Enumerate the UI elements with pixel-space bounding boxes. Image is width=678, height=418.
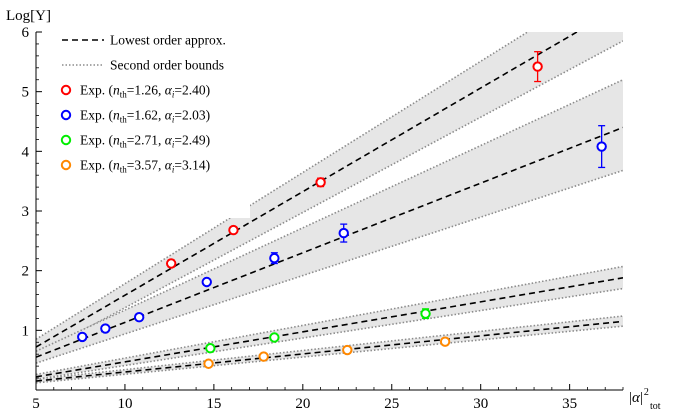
legend-entry-3: Exp. (nth=1.62, αi=2.03) bbox=[80, 108, 210, 125]
legend-marker-4 bbox=[60, 134, 72, 146]
band-fill-0 bbox=[36, 32, 623, 356]
x-axis-label-subscript: tot bbox=[650, 401, 661, 412]
band-fill-1 bbox=[36, 79, 623, 364]
data-point-1-5 bbox=[338, 227, 349, 239]
y-tick-label-4: 4 bbox=[22, 144, 30, 160]
data-point-3-3 bbox=[439, 336, 451, 347]
y-axis-label: Log[Y] bbox=[6, 8, 51, 24]
data-point-1-0 bbox=[77, 331, 88, 343]
data-point-1-2 bbox=[133, 312, 145, 323]
data-point-1-4 bbox=[269, 252, 280, 264]
bound-line-2-upper bbox=[36, 265, 623, 376]
fit-lines bbox=[36, 32, 623, 382]
fit-line-1 bbox=[36, 126, 623, 358]
x-tick-label-30: 30 bbox=[473, 396, 488, 412]
data-point-3-1 bbox=[258, 351, 269, 362]
legend: Lowest order approx. Second order bounds E… bbox=[60, 33, 226, 175]
x-tick-label-35: 35 bbox=[562, 396, 577, 412]
legend-marker-5 bbox=[60, 159, 72, 171]
x-tick-label-25: 25 bbox=[384, 396, 399, 412]
data-point-2-1 bbox=[269, 332, 280, 343]
x-tick-label-20: 20 bbox=[295, 396, 310, 412]
x-tick-label-15: 15 bbox=[206, 396, 221, 412]
data-point-1-6 bbox=[596, 141, 607, 152]
data-point-2-0 bbox=[205, 343, 216, 354]
data-point-1-3 bbox=[201, 276, 212, 288]
bound-line-3-lower bbox=[36, 325, 623, 384]
bound-line-1-lower bbox=[36, 169, 623, 364]
y-tick-label-6: 6 bbox=[22, 25, 30, 41]
bounds-bands bbox=[36, 32, 623, 384]
band-fill-2 bbox=[36, 266, 623, 380]
data-point-0-3 bbox=[532, 61, 543, 72]
y-tick-label-2: 2 bbox=[22, 264, 30, 280]
legend-entry-2: Exp. (nth=1.26, αi=2.40) bbox=[80, 83, 210, 100]
data-point-3-2 bbox=[342, 344, 353, 356]
legend-marker-2 bbox=[60, 84, 72, 96]
band-fill-3 bbox=[36, 316, 623, 383]
bound-line-3-upper bbox=[36, 315, 623, 381]
x-tick-label-5: 5 bbox=[32, 396, 40, 412]
y-tick-label-3: 3 bbox=[22, 204, 30, 220]
bound-line-2-lower bbox=[36, 287, 623, 381]
data-points bbox=[77, 51, 607, 369]
legend-entry-0: Lowest order approx. bbox=[110, 33, 226, 48]
legend-marker-3 bbox=[60, 109, 72, 121]
legend-entry-1: Second order bounds bbox=[110, 58, 224, 73]
legend-entry-4: Exp. (nth=2.71, αi=2.49) bbox=[80, 133, 210, 150]
data-point-2-2 bbox=[420, 308, 431, 319]
data-point-0-2 bbox=[315, 177, 326, 188]
y-tick-label-1: 1 bbox=[22, 323, 30, 339]
data-point-0-1 bbox=[228, 224, 239, 236]
y-tick-label-5: 5 bbox=[22, 85, 30, 101]
data-point-0-0 bbox=[165, 258, 177, 269]
x-tick-label-10: 10 bbox=[117, 396, 132, 412]
bound-line-1-upper bbox=[36, 79, 623, 352]
data-point-3-0 bbox=[203, 358, 214, 369]
bound-line-0-lower bbox=[36, 40, 623, 357]
data-point-1-1 bbox=[100, 323, 111, 334]
legend-entry-5: Exp. (nth=3.57, αi=3.14) bbox=[80, 158, 210, 175]
fit-line-0 bbox=[36, 32, 579, 348]
fit-line-3 bbox=[36, 320, 623, 382]
x-axis-label: |α|2 bbox=[629, 387, 649, 406]
